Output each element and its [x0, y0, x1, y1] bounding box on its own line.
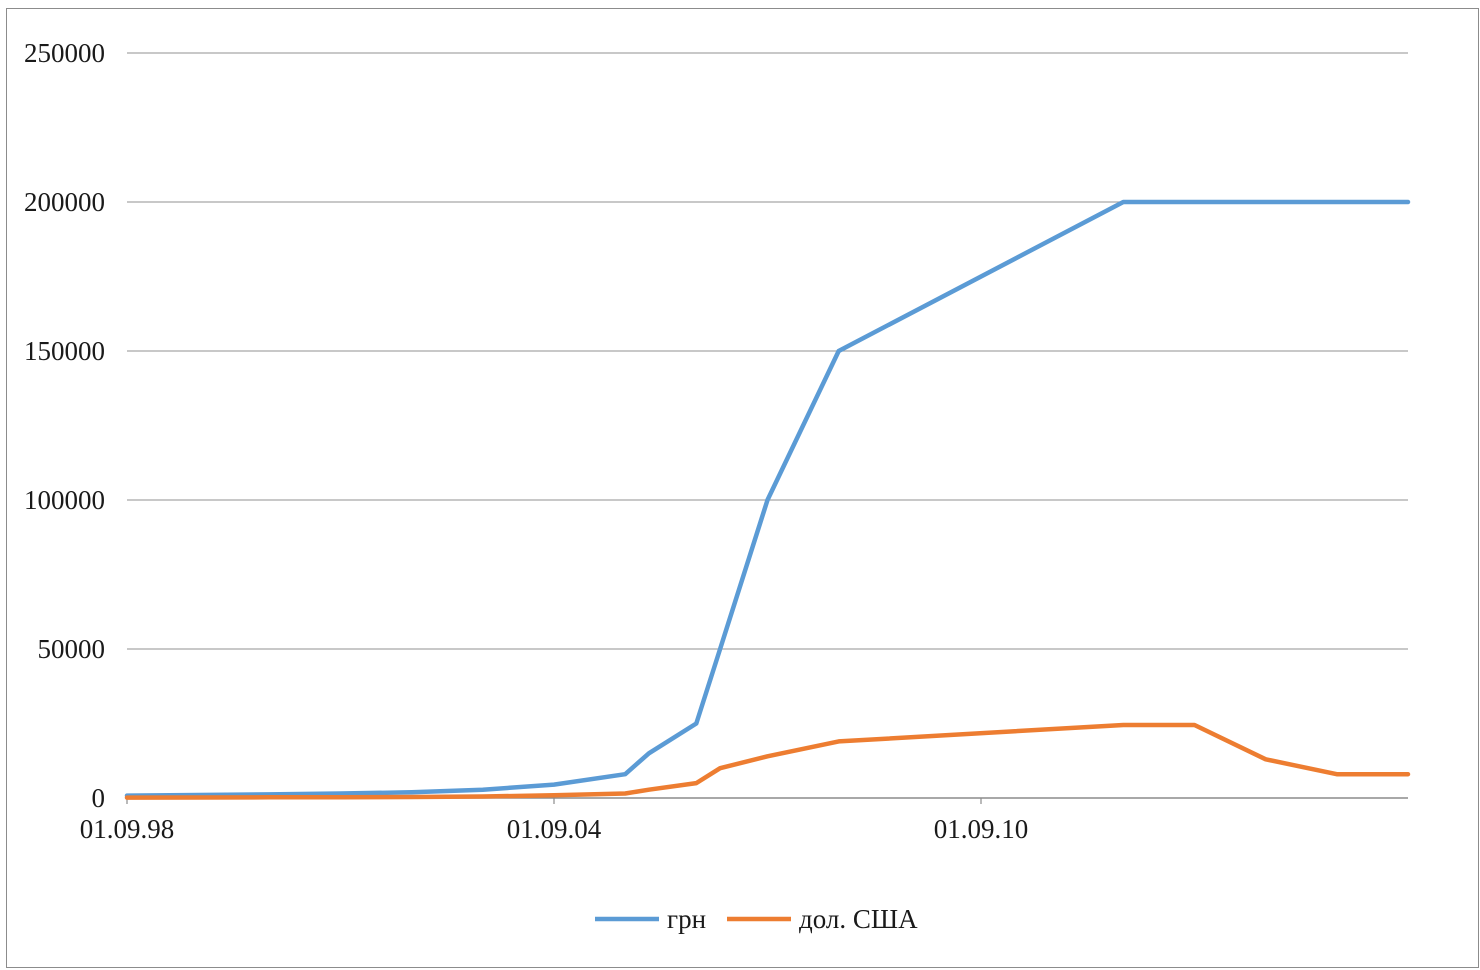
y-tick-label: 50000 — [38, 634, 106, 664]
x-tick-label: 01.09.10 — [934, 814, 1029, 844]
series-lines — [124, 199, 1411, 800]
series-line-2 — [124, 722, 1411, 800]
y-tick-label: 0 — [92, 783, 106, 813]
legend: грн дол. США — [595, 904, 918, 934]
series-line-1 — [124, 199, 1411, 798]
y-tick-label: 200000 — [24, 187, 105, 217]
y-tick-label: 250000 — [24, 38, 105, 68]
y-tick-label: 150000 — [24, 336, 105, 366]
x-tick-label: 01.09.98 — [80, 814, 175, 844]
y-axis-ticks: 0 50000 100000 150000 200000 250000 — [24, 38, 105, 813]
gridlines — [127, 52, 1408, 650]
legend-label-2: дол. США — [799, 904, 918, 934]
y-tick-label: 100000 — [24, 485, 105, 515]
x-tick-label: 01.09.04 — [507, 814, 602, 844]
x-axis-ticks: 01.09.98 01.09.04 01.09.10 — [80, 798, 1029, 844]
chart-frame: 0 50000 100000 150000 200000 250000 01.09.98 0… — [6, 8, 1479, 968]
legend-label-1: грн — [667, 904, 706, 934]
